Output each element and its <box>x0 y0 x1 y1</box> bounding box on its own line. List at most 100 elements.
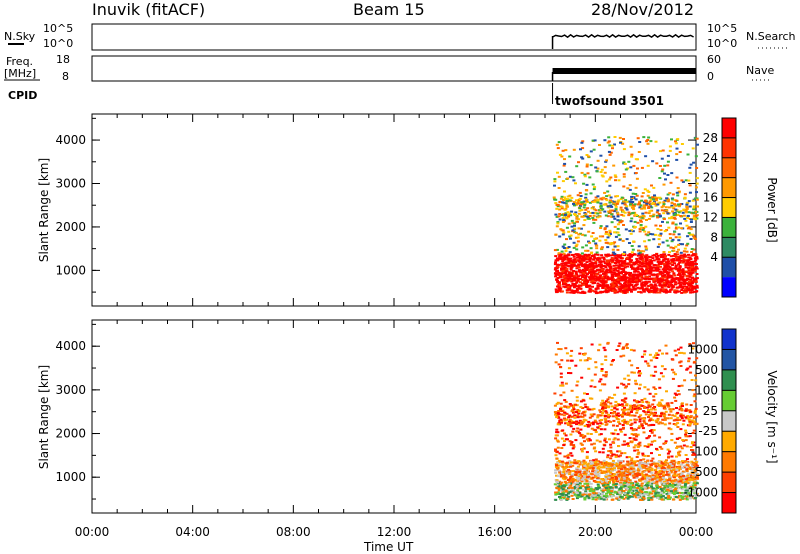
echo-cell <box>678 351 681 354</box>
echo-cell <box>668 486 672 488</box>
echo-cell <box>648 405 652 408</box>
echo-cell <box>604 241 608 244</box>
echo-cell <box>644 360 648 363</box>
echo-cell <box>659 289 663 292</box>
echo-cell <box>614 256 618 259</box>
echo-cell <box>640 482 644 485</box>
echo-cell <box>691 287 694 290</box>
echo-cell <box>674 278 678 281</box>
echo-cell <box>695 415 699 418</box>
echo-cell <box>567 416 571 419</box>
echo-cell <box>692 236 696 239</box>
echo-cell <box>556 222 560 225</box>
echo-cell <box>593 200 596 203</box>
echo-cell <box>668 145 672 148</box>
echo-cell <box>611 459 615 462</box>
echo-cell <box>580 263 584 266</box>
echo-cell <box>560 279 564 281</box>
echo-cell <box>638 272 642 275</box>
echo-cell <box>625 404 629 407</box>
echo-cell <box>589 485 593 488</box>
echo-cell <box>592 262 596 265</box>
echo-cell <box>594 431 598 433</box>
echo-cell <box>631 408 635 411</box>
echo-cell <box>607 194 611 197</box>
echo-cell <box>563 162 567 165</box>
echo-cell <box>591 470 595 473</box>
echo-cell <box>585 455 589 458</box>
echo-cell <box>570 420 574 423</box>
echo-cell <box>680 481 684 484</box>
echo-cell <box>592 428 596 431</box>
echo-cell <box>673 349 677 352</box>
echo-cell <box>572 201 576 204</box>
echo-cell <box>654 287 658 290</box>
echo-cell <box>669 417 673 420</box>
echo-cell <box>626 497 630 500</box>
echo-cell <box>564 274 568 276</box>
echo-cell <box>583 271 587 274</box>
echo-cell <box>692 253 696 256</box>
echo-cell <box>647 207 651 209</box>
echo-cell <box>667 427 671 430</box>
echo-cell <box>668 284 672 287</box>
echo-cell <box>569 265 573 268</box>
echo-cell <box>553 268 557 271</box>
echo-cell <box>575 281 579 284</box>
echo-cell <box>639 254 643 257</box>
echo-cell <box>602 258 606 261</box>
echo-cell <box>585 284 588 287</box>
echo-cell <box>567 424 571 426</box>
echo-cell <box>630 195 634 198</box>
echo-cell <box>623 284 627 287</box>
echo-cell <box>583 175 587 178</box>
echo-cell <box>692 287 696 290</box>
echo-cell <box>664 410 668 413</box>
echo-cell <box>576 256 580 259</box>
echo-cell <box>586 484 590 487</box>
echo-cell <box>577 495 581 498</box>
echo-cell <box>677 243 681 246</box>
echo-cell <box>621 347 625 350</box>
echo-cell <box>563 196 567 199</box>
echo-cell <box>587 276 591 279</box>
echo-cell <box>692 278 696 281</box>
echo-cell <box>588 271 591 274</box>
echo-cell <box>604 421 608 424</box>
echo-cell <box>563 258 567 261</box>
echo-cell <box>613 268 617 271</box>
echo-cell <box>613 231 617 234</box>
echo-cell <box>621 210 625 213</box>
echo-cell <box>566 438 569 441</box>
echo-cell <box>680 277 684 280</box>
echo-cell <box>596 195 600 198</box>
echo-cell <box>614 273 617 275</box>
echo-cell <box>678 284 682 287</box>
echo-cell <box>596 276 599 279</box>
echo-cell <box>574 470 578 473</box>
echo-cell <box>613 143 616 146</box>
echo-cell <box>596 268 599 271</box>
echo-cell <box>695 267 699 270</box>
echo-cell <box>574 277 578 280</box>
echo-cell <box>563 440 566 443</box>
echo-cell <box>583 203 587 205</box>
echo-cell <box>597 265 601 268</box>
echo-cell <box>581 475 585 478</box>
echo-cell <box>675 176 679 179</box>
echo-cell <box>683 379 687 382</box>
echo-cell <box>567 273 571 276</box>
echo-cell <box>576 427 580 430</box>
echo-cell <box>613 279 617 282</box>
echo-cell <box>637 202 641 205</box>
echo-cell <box>614 209 618 212</box>
echo-cell <box>626 413 630 416</box>
echo-cell <box>642 250 646 253</box>
echo-cell <box>688 171 692 174</box>
echo-cell <box>614 486 618 488</box>
echo-cell <box>676 389 680 392</box>
echo-cell <box>618 404 622 406</box>
echo-cell <box>574 231 578 234</box>
echo-cell <box>598 239 602 242</box>
echo-cell <box>647 272 651 275</box>
